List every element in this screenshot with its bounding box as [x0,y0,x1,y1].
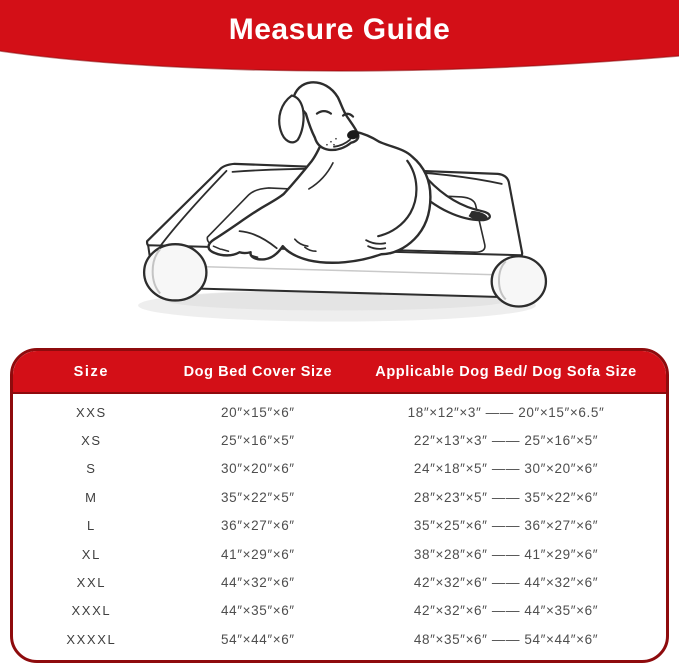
applicable-size-cell: 42″×32″×6″ —— 44″×35″×6″ [413,603,599,619]
table-row: XS 25″×16″×5″ 22″×13″×3″ —— 25″×16″×5″ [13,426,666,454]
dog-ear [278,94,305,144]
table-header-row: Size Dog Bed Cover Size Applicable Dog B… [13,351,666,394]
table-row: XXXXL 54″×44″×6″ 48″×35″×6″ —— 54″×44″×6… [13,625,666,653]
applicable-size-cell: 18″×12″×3″ —— 20″×15″×6.5″ [407,404,605,420]
cover-size-cell: 41″×29″×6″ [221,546,295,562]
size-table: Size Dog Bed Cover Size Applicable Dog B… [10,348,669,663]
applicable-size-cell: 22″×13″×3″ —— 25″×16″×5″ [413,433,599,449]
header-banner [0,0,679,72]
table-row: XXS 20″×15″×6″ 18″×12″×3″ —— 20″×15″×6.5… [13,398,666,426]
column-header-applicable-size: Applicable Dog Bed/ Dog Sofa Size [375,363,637,380]
cover-size-cell: 20″×15″×6″ [221,404,295,420]
dog-bed-illustration [138,81,548,322]
size-cell: XL [81,546,101,562]
page-title: Measure Guide [228,13,451,46]
applicable-size-cell: 24″×18″×5″ —— 30″×20″×6″ [413,461,599,477]
size-cell: XXS [75,404,107,420]
size-cell: XXXXL [66,631,117,647]
table-row: XXXL 44″×35″×6″ 42″×32″×6″ —— 44″×35″×6″ [13,597,666,625]
table-row: XXL 44″×32″×6″ 42″×32″×6″ —— 44″×32″×6″ [13,568,666,596]
column-header-size: Size [73,363,110,380]
size-cell: XXXL [71,603,112,619]
applicable-size-cell: 38″×28″×6″ —— 41″×29″×6″ [413,546,599,562]
applicable-size-cell: 48″×35″×6″ —— 54″×44″×6″ [413,631,599,647]
applicable-size-cell: 42″×32″×6″ —— 44″×32″×6″ [413,575,599,591]
table-row: L 36″×27″×6″ 35″×25″×6″ —— 36″×27″×6″ [13,512,666,540]
cover-size-cell: 36″×27″×6″ [221,518,295,534]
dog-body [207,129,432,264]
column-header-cover-size: Dog Bed Cover Size [183,363,333,380]
cover-size-cell: 44″×35″×6″ [221,603,295,619]
table-row: M 35″×22″×5″ 28″×23″×5″ —— 35″×22″×6″ [13,483,666,511]
cover-size-cell: 25″×16″×5″ [221,433,295,449]
cover-size-cell: 35″×22″×5″ [221,489,295,505]
applicable-size-cell: 35″×25″×6″ —— 36″×27″×6″ [413,518,599,534]
bed-bolster-left [142,243,208,302]
size-cell: XXL [76,575,107,591]
size-cell: L [86,518,96,534]
table-body: XXS 20″×15″×6″ 18″×12″×3″ —— 20″×15″×6.5… [13,394,666,654]
dog-nose [347,130,360,140]
size-cell: S [86,461,97,477]
size-cell: M [85,489,98,505]
cover-size-cell: 54″×44″×6″ [221,631,295,647]
applicable-size-cell: 28″×23″×5″ —— 35″×22″×6″ [413,489,599,505]
dog-head [291,81,360,152]
table-row: XL 41″×29″×6″ 38″×28″×6″ —— 41″×29″×6″ [13,540,666,568]
bed-bolster-right [490,255,548,308]
cover-size-cell: 44″×32″×6″ [221,575,295,591]
size-cell: XS [81,433,102,449]
cover-size-cell: 30″×20″×6″ [221,461,295,477]
table-row: S 30″×20″×6″ 24″×18″×5″ —— 30″×20″×6″ [13,455,666,483]
